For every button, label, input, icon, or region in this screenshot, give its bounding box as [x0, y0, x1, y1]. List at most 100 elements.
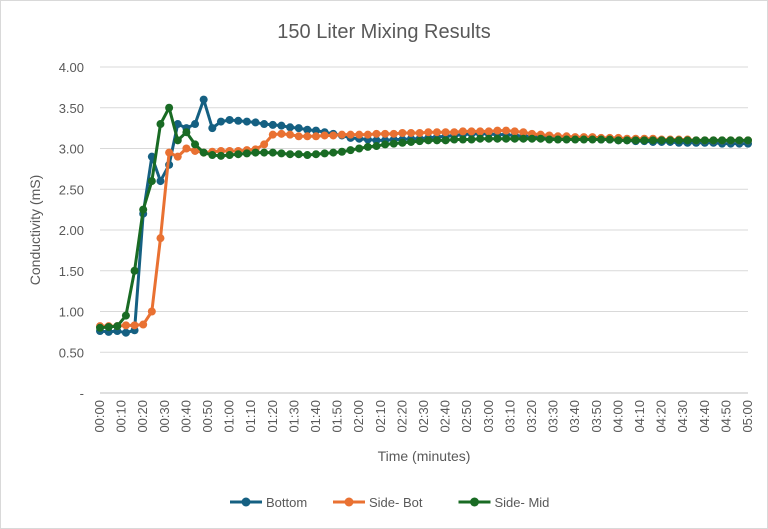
data-point: [346, 130, 355, 139]
x-tick-label: 04:20: [654, 400, 669, 433]
y-tick-label: 2.00: [59, 223, 84, 238]
data-point: [407, 137, 416, 146]
data-point: [571, 135, 580, 144]
data-point: [588, 135, 597, 144]
data-point: [692, 136, 701, 145]
series-group: [96, 95, 752, 337]
data-point: [113, 322, 122, 331]
data-point: [493, 126, 502, 135]
data-point: [242, 149, 251, 158]
data-point: [130, 266, 139, 275]
x-tick-label: 03:20: [524, 400, 539, 433]
data-point: [268, 148, 277, 157]
data-point: [277, 121, 286, 130]
data-point: [726, 136, 735, 145]
x-tick-label: 02:10: [373, 400, 388, 433]
data-point: [260, 140, 269, 149]
data-point: [562, 135, 571, 144]
data-point: [251, 148, 260, 157]
y-axis-ticks: - 0.50 1.00 1.50 2.00 2.50 3.00 3.50 4.00: [59, 60, 84, 401]
data-point: [173, 136, 182, 145]
data-point: [510, 127, 519, 136]
data-point: [208, 124, 217, 133]
x-tick-label: 02:50: [459, 400, 474, 433]
data-point: [528, 134, 536, 143]
data-point: [234, 150, 243, 159]
data-point: [216, 117, 225, 126]
data-point: [199, 148, 208, 157]
x-tick-label: 02:00: [351, 400, 366, 433]
data-point: [260, 148, 269, 157]
data-point: [389, 129, 398, 138]
data-point: [277, 129, 286, 138]
data-point: [260, 120, 269, 129]
data-point: [139, 205, 148, 214]
x-tick-label: 00:50: [200, 400, 215, 433]
x-tick-label: 01:00: [222, 400, 237, 433]
data-point: [355, 130, 364, 139]
data-point: [303, 125, 312, 134]
data-point: [225, 151, 234, 160]
x-tick-label: 01:50: [330, 400, 345, 433]
data-point: [398, 129, 407, 138]
x-axis-label: Time (minutes): [378, 448, 471, 464]
data-point: [372, 136, 381, 145]
data-point: [476, 127, 485, 136]
data-point: [294, 132, 303, 141]
legend-label: Side- Bot: [369, 495, 423, 510]
data-point: [191, 120, 200, 129]
data-point: [623, 136, 632, 145]
x-tick-label: 03:30: [546, 400, 561, 433]
data-point: [242, 117, 251, 126]
data-point: [191, 146, 200, 155]
data-point: [156, 120, 165, 129]
data-point: [381, 129, 390, 138]
data-point: [640, 136, 649, 145]
data-point: [363, 142, 372, 151]
data-point: [346, 146, 355, 155]
data-point: [329, 131, 338, 140]
x-tick-label: 03:10: [502, 400, 517, 433]
data-point: [182, 144, 191, 153]
x-tick-label: 00:00: [92, 400, 107, 433]
data-point: [96, 323, 104, 332]
data-point: [355, 144, 364, 153]
data-point: [121, 311, 130, 320]
data-point: [337, 147, 346, 156]
y-tick-label: 1.00: [59, 305, 84, 320]
data-point: [519, 134, 528, 143]
data-point: [458, 127, 467, 136]
x-tick-label: 03:50: [589, 400, 604, 433]
data-point: [372, 142, 381, 151]
legend-item: Side- Bot: [333, 495, 423, 510]
data-point: [147, 307, 156, 316]
data-point: [216, 151, 225, 160]
data-point: [450, 128, 459, 137]
data-point: [493, 134, 502, 143]
data-point: [130, 321, 139, 330]
data-point: [545, 135, 554, 144]
data-point: [579, 135, 588, 144]
legend-item: Bottom: [230, 495, 307, 510]
series-line: [99, 106, 748, 330]
data-point: [424, 136, 433, 145]
data-point: [268, 120, 277, 129]
data-point: [337, 130, 346, 139]
data-point: [484, 134, 493, 143]
x-tick-label: 03:00: [481, 400, 496, 433]
data-point: [432, 136, 441, 145]
data-point: [407, 129, 416, 138]
legend-marker: [344, 497, 354, 507]
data-point: [597, 135, 606, 144]
data-point: [458, 135, 467, 144]
data-point: [614, 136, 623, 145]
data-point: [674, 136, 683, 145]
data-point: [294, 150, 303, 159]
data-point: [199, 95, 208, 104]
data-point: [536, 134, 545, 143]
x-tick-label: 02:40: [438, 400, 453, 433]
data-point: [225, 115, 234, 124]
x-tick-label: 04:50: [718, 400, 733, 433]
data-point: [519, 128, 528, 137]
data-point: [476, 134, 485, 143]
